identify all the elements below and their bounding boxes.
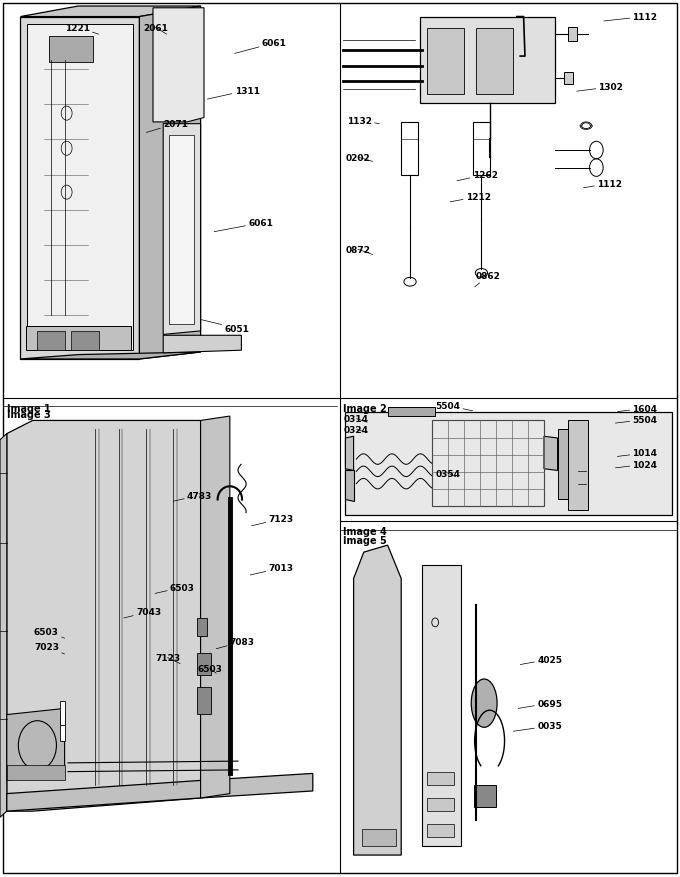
Ellipse shape: [471, 679, 497, 727]
Text: Image 4: Image 4: [343, 526, 387, 536]
FancyBboxPatch shape: [7, 765, 65, 781]
Polygon shape: [7, 774, 313, 811]
FancyBboxPatch shape: [3, 4, 677, 873]
Polygon shape: [139, 7, 201, 360]
FancyBboxPatch shape: [568, 421, 588, 510]
FancyBboxPatch shape: [60, 701, 65, 725]
Text: 6061: 6061: [214, 219, 273, 232]
FancyBboxPatch shape: [427, 772, 454, 785]
FancyBboxPatch shape: [60, 717, 65, 741]
FancyBboxPatch shape: [422, 566, 461, 846]
Text: 6051: 6051: [201, 320, 250, 333]
Text: 1024: 1024: [615, 460, 658, 469]
Polygon shape: [544, 437, 558, 471]
Polygon shape: [20, 353, 201, 360]
Text: 1212: 1212: [450, 193, 491, 203]
Text: 2061: 2061: [143, 24, 168, 35]
FancyBboxPatch shape: [427, 824, 454, 838]
FancyBboxPatch shape: [37, 332, 65, 351]
FancyBboxPatch shape: [169, 136, 194, 324]
Text: 7083: 7083: [216, 638, 255, 649]
Text: 0202: 0202: [345, 153, 373, 162]
FancyBboxPatch shape: [197, 618, 207, 636]
FancyBboxPatch shape: [26, 326, 131, 351]
Polygon shape: [201, 417, 230, 798]
Text: 4783: 4783: [173, 491, 212, 502]
Polygon shape: [163, 125, 201, 335]
FancyBboxPatch shape: [401, 123, 418, 175]
Text: 6061: 6061: [235, 39, 287, 54]
Text: 4025: 4025: [520, 655, 562, 665]
FancyBboxPatch shape: [427, 29, 464, 95]
Polygon shape: [345, 471, 354, 502]
FancyBboxPatch shape: [49, 37, 93, 63]
Text: 1014: 1014: [617, 449, 658, 458]
Text: 6503: 6503: [34, 627, 65, 638]
Text: Image 3: Image 3: [7, 410, 50, 419]
Text: 7123: 7123: [252, 515, 294, 526]
FancyBboxPatch shape: [197, 653, 211, 675]
FancyBboxPatch shape: [197, 688, 211, 714]
FancyBboxPatch shape: [427, 798, 454, 811]
Text: 1132: 1132: [347, 117, 379, 125]
Text: Image 5: Image 5: [343, 535, 387, 545]
FancyBboxPatch shape: [362, 829, 396, 846]
Polygon shape: [153, 9, 204, 123]
Text: 1262: 1262: [457, 171, 498, 182]
Text: 0862: 0862: [475, 272, 501, 288]
Text: Image 1: Image 1: [7, 403, 50, 413]
Text: Image 2: Image 2: [343, 403, 387, 413]
Text: 5504: 5504: [435, 402, 473, 411]
Text: 1604: 1604: [617, 404, 658, 413]
FancyBboxPatch shape: [388, 408, 435, 417]
Text: 6503: 6503: [197, 664, 222, 674]
FancyBboxPatch shape: [71, 332, 99, 351]
Polygon shape: [20, 7, 201, 18]
Text: 2071: 2071: [146, 120, 188, 133]
Text: 0695: 0695: [518, 699, 562, 709]
Polygon shape: [0, 434, 7, 817]
Polygon shape: [564, 73, 573, 85]
FancyBboxPatch shape: [558, 430, 568, 500]
FancyBboxPatch shape: [476, 29, 513, 95]
Text: 7043: 7043: [124, 608, 161, 618]
Polygon shape: [568, 28, 577, 42]
Polygon shape: [7, 709, 65, 781]
FancyBboxPatch shape: [473, 123, 490, 175]
Polygon shape: [163, 336, 241, 353]
Polygon shape: [345, 437, 354, 471]
Text: 6503: 6503: [155, 583, 195, 594]
Text: 7013: 7013: [250, 564, 294, 575]
Text: 0035: 0035: [513, 722, 562, 731]
Text: 1221: 1221: [65, 24, 99, 35]
Text: 0354: 0354: [435, 469, 460, 478]
Text: 5504: 5504: [615, 416, 658, 424]
Ellipse shape: [475, 269, 488, 278]
FancyBboxPatch shape: [345, 412, 672, 516]
Polygon shape: [354, 545, 401, 855]
Text: 1302: 1302: [577, 83, 624, 92]
Polygon shape: [7, 421, 201, 811]
Text: 1112: 1112: [604, 13, 658, 22]
Text: 1311: 1311: [207, 87, 260, 100]
Text: 0872: 0872: [345, 246, 373, 255]
Text: 1112: 1112: [583, 180, 622, 189]
FancyBboxPatch shape: [474, 785, 496, 807]
Text: 0314: 0314: [344, 415, 369, 424]
Text: 7123: 7123: [155, 653, 180, 664]
Ellipse shape: [404, 278, 416, 287]
Text: 0324: 0324: [344, 425, 369, 434]
Polygon shape: [27, 25, 133, 351]
Text: 7023: 7023: [34, 643, 65, 654]
FancyBboxPatch shape: [420, 18, 555, 103]
Polygon shape: [20, 18, 139, 360]
